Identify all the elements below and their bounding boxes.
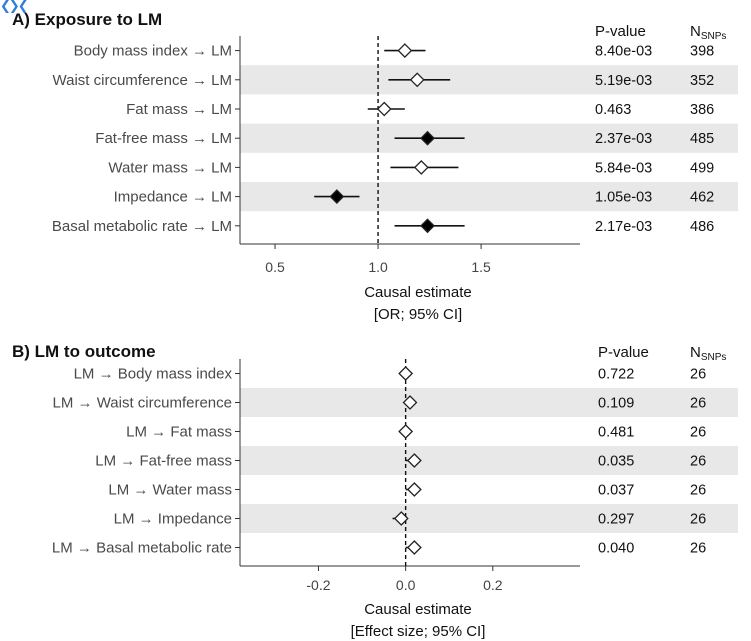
- pvalue-cell: 0.481: [598, 425, 634, 441]
- nsnps-cell: 26: [690, 541, 706, 557]
- row-label: Fat mass → LM: [126, 101, 232, 118]
- point-estimate-open: [398, 366, 414, 381]
- point-estimate-open: [406, 482, 422, 497]
- nsnps-cell: 26: [690, 483, 706, 499]
- pvalue-cell: 2.37e-03: [595, 131, 652, 147]
- row-label: Fat-free mass → LM: [95, 130, 232, 147]
- row-label: LM → Water mass: [108, 482, 232, 499]
- row-label: Waist circumference → LM: [53, 72, 232, 89]
- x-tick-label: 1.0: [368, 259, 388, 275]
- point-estimate-open: [409, 72, 425, 88]
- nsnps-cell: 486: [690, 219, 714, 235]
- nsnps-column-header: NSNPs: [690, 23, 726, 42]
- row-label: LM → Fat-free mass: [95, 453, 232, 470]
- nsnps-cell: 499: [690, 160, 714, 176]
- x-tick-label: -0.2: [306, 577, 330, 593]
- point-estimate-open: [376, 101, 392, 117]
- point-estimate-filled: [329, 189, 345, 205]
- nsnps-cell: 26: [690, 425, 706, 441]
- nsnps-cell: 26: [690, 454, 706, 470]
- nsnps-cell: 26: [690, 396, 706, 412]
- pvalue-cell: 5.19e-03: [595, 73, 652, 89]
- point-estimate-open: [406, 540, 422, 555]
- row-label: LM → Basal metabolic rate: [52, 540, 232, 557]
- pvalue-column-header: P-value: [595, 23, 646, 40]
- point-estimate-open: [402, 395, 418, 410]
- row-label: LM → Fat mass: [126, 424, 232, 441]
- pvalue-cell: 5.84e-03: [595, 160, 652, 176]
- row-band: [240, 65, 738, 95]
- row-band: [240, 504, 738, 533]
- pvalue-cell: 2.17e-03: [595, 219, 652, 235]
- row-band: [240, 446, 738, 475]
- pvalue-cell: 0.109: [598, 396, 634, 412]
- panel-a: A) Exposure to LM P-value NSNPs 0.5 1.0 1.5 Ca…: [12, 10, 738, 323]
- nsnps-cell: 398: [690, 44, 714, 60]
- row-label: Basal metabolic rate → LM: [52, 218, 232, 235]
- x-tick-label: 0.5: [265, 259, 285, 275]
- nsnps-cell: 26: [690, 367, 706, 383]
- x-axis-sublabel: [OR; 95% CI]: [374, 306, 462, 323]
- row-label: LM → Impedance: [114, 511, 232, 528]
- point-estimate-open: [397, 43, 413, 59]
- x-axis-label: Causal estimate: [364, 601, 472, 618]
- nsnps-column-header: NSNPs: [690, 344, 726, 363]
- pvalue-cell: 0.297: [598, 512, 634, 528]
- nsnps-cell: 485: [690, 131, 714, 147]
- x-axis-label: Causal estimate: [364, 284, 472, 301]
- point-estimate-open: [393, 511, 409, 526]
- row-label: Water mass → LM: [108, 159, 232, 176]
- x-tick-label: 1.5: [471, 259, 491, 275]
- row-band: [240, 123, 738, 153]
- point-estimate-open: [398, 424, 414, 439]
- point-estimate-open: [413, 159, 429, 175]
- x-axis-sublabel: [Effect size; 95% CI]: [351, 623, 486, 640]
- pvalue-column-header: P-value: [598, 344, 649, 361]
- row-label: Impedance → LM: [114, 189, 232, 206]
- pvalue-cell: 0.722: [598, 367, 634, 383]
- point-estimate-filled: [420, 218, 435, 234]
- corner-glyph: ❮❯❮: [0, 0, 29, 14]
- row-label: LM → Body mass index: [74, 366, 233, 383]
- row-label: LM → Waist circumference: [53, 395, 232, 412]
- pvalue-cell: 0.035: [598, 454, 634, 470]
- row-label: Body mass index → LM: [74, 43, 232, 60]
- panel-b: B) LM to outcome P-value NSNPs -0.2 0.0 0.2 Ca…: [12, 342, 738, 640]
- x-tick-label: 0.0: [396, 577, 416, 593]
- point-estimate-open: [406, 453, 422, 468]
- x-tick-label: 0.2: [483, 577, 503, 593]
- nsnps-cell: 26: [690, 512, 706, 528]
- nsnps-cell: 352: [690, 73, 714, 89]
- pvalue-cell: 8.40e-03: [595, 44, 652, 60]
- row-band: [240, 388, 738, 417]
- point-estimate-filled: [420, 130, 435, 146]
- pvalue-cell: 0.040: [598, 541, 634, 557]
- panel-title: A) Exposure to LM: [12, 10, 162, 29]
- pvalue-cell: 0.037: [598, 483, 634, 499]
- nsnps-cell: 462: [690, 190, 714, 206]
- nsnps-cell: 386: [690, 102, 714, 118]
- panel-title: B) LM to outcome: [12, 342, 156, 361]
- pvalue-cell: 0.463: [595, 102, 631, 118]
- pvalue-cell: 1.05e-03: [595, 190, 652, 206]
